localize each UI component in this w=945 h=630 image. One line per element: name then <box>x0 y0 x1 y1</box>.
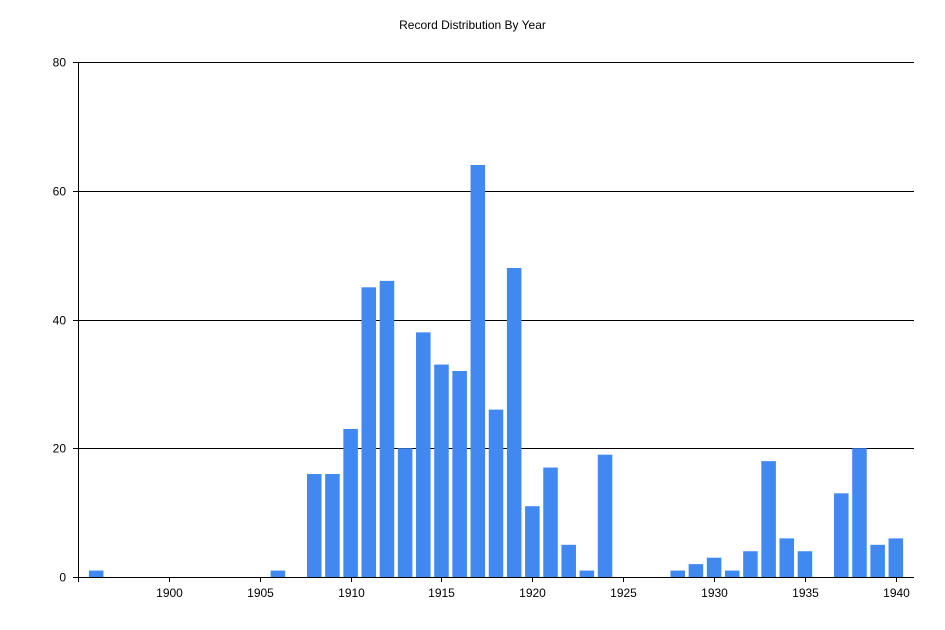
bar-1938 <box>852 448 867 577</box>
bar-1928 <box>670 570 686 577</box>
bar-1933 <box>761 461 776 578</box>
bar-1915 <box>434 364 449 577</box>
bar-1918 <box>488 409 504 578</box>
x-tick-labels: 1900 1905 1910 1915 1920 1925 1930 1935 1940 <box>156 586 910 600</box>
bar-1910 <box>343 428 358 577</box>
bar-1911 <box>361 287 377 577</box>
bar-1906 <box>270 570 286 577</box>
y-tick-label: 80 <box>53 56 67 70</box>
y-tick-label: 20 <box>53 442 67 456</box>
y-tick-label: 60 <box>53 185 67 199</box>
bar-1917 <box>470 165 486 577</box>
y-tick-labels: 0 20 40 60 80 <box>53 56 67 585</box>
bar-1923 <box>579 570 595 577</box>
bar-1920 <box>525 506 540 577</box>
axes <box>73 62 914 582</box>
x-tick-label: 1910 <box>338 586 365 600</box>
bar-1919 <box>506 268 522 577</box>
bar-1908 <box>306 474 322 577</box>
bar-1909 <box>325 474 340 577</box>
bar-1913 <box>397 448 413 577</box>
bar-1922 <box>561 544 576 577</box>
bar-1934 <box>779 538 795 578</box>
bar-1930 <box>706 557 722 577</box>
x-tick-label: 1925 <box>610 586 637 600</box>
bar-1912 <box>379 280 395 578</box>
y-tick-label: 40 <box>53 314 67 328</box>
bar-1931 <box>724 570 740 577</box>
chart-title: Record Distribution By Year <box>399 18 546 32</box>
bar-1939 <box>870 544 885 577</box>
x-tick-label: 1905 <box>247 586 274 600</box>
gridlines <box>78 62 914 449</box>
x-tick-label: 1935 <box>792 586 819 600</box>
x-tick-label: 1920 <box>519 586 546 600</box>
bars <box>88 165 904 578</box>
bar-1921 <box>543 467 558 577</box>
bar-1929 <box>688 564 704 578</box>
bar-1937 <box>834 493 849 577</box>
x-tick-label: 1940 <box>883 586 910 600</box>
bar-1914 <box>416 332 431 578</box>
bar-1940 <box>888 538 904 578</box>
bar-1916 <box>452 371 467 577</box>
bar-1896 <box>88 570 104 577</box>
x-tick-label: 1915 <box>428 586 455 600</box>
bar-1932 <box>743 551 758 577</box>
x-tick-label: 1900 <box>156 586 183 600</box>
x-tick-label: 1930 <box>701 586 728 600</box>
bar-1924 <box>597 454 613 577</box>
y-tick-label: 0 <box>59 571 66 585</box>
bar-1935 <box>797 551 813 577</box>
